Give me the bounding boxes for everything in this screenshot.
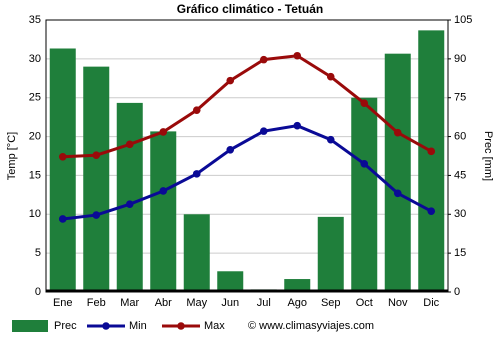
legend-swatch <box>102 322 110 330</box>
marker <box>259 55 268 64</box>
y-tick-label: 15 <box>29 169 41 181</box>
marker <box>326 135 335 144</box>
y2-tick-label: 30 <box>454 208 466 220</box>
marker <box>360 99 369 107</box>
legend-swatch <box>177 322 185 330</box>
marker <box>393 128 402 137</box>
legend-label: Max <box>204 320 225 332</box>
y-tick-label: 0 <box>35 286 41 298</box>
y2-tick-label: 60 <box>454 130 466 142</box>
marker <box>259 127 268 135</box>
x-tick-label: Ago <box>287 297 307 309</box>
y2-axis-label: Prec [mm] <box>482 131 494 181</box>
bar <box>317 216 344 292</box>
line <box>62 124 432 221</box>
bar <box>150 131 177 292</box>
bar <box>116 102 143 293</box>
y-tick-label: 30 <box>29 53 41 65</box>
marker <box>293 51 302 60</box>
y-tick-label: 5 <box>35 247 41 259</box>
marker <box>92 151 101 160</box>
x-tick-label: May <box>186 297 207 309</box>
marker <box>159 187 168 195</box>
marker <box>125 140 134 149</box>
legend-swatch <box>12 320 48 332</box>
marker <box>192 106 201 114</box>
y2-tick-label: 15 <box>454 247 466 259</box>
bar <box>83 66 110 292</box>
x-tick-label: Abr <box>155 297 172 309</box>
y-tick-label: 20 <box>29 130 41 142</box>
marker <box>226 145 235 154</box>
marker <box>192 170 201 178</box>
y-tick-label: 35 <box>29 14 41 26</box>
bar <box>49 48 76 292</box>
bar <box>217 271 244 292</box>
x-tick-label: Dic <box>423 297 439 309</box>
marker <box>92 211 101 219</box>
y2-tick-label: 90 <box>454 53 466 65</box>
marker <box>159 128 168 136</box>
x-tick-label: Jun <box>221 297 239 309</box>
x-tick-label: Oct <box>356 297 373 309</box>
marker <box>393 189 402 198</box>
x-tick-label: Sep <box>321 297 341 309</box>
marker <box>58 152 67 161</box>
y-tick-label: 10 <box>29 208 41 220</box>
bar <box>384 53 411 292</box>
source: © www.climasyviajes.com <box>248 320 374 332</box>
y-axis-label: Temp [°C] <box>6 132 18 180</box>
marker <box>326 72 335 81</box>
x-tick-label: Ene <box>53 297 73 309</box>
x-tick-label: Mar <box>120 297 139 309</box>
marker <box>125 200 134 208</box>
line <box>62 54 432 159</box>
marker <box>427 147 436 156</box>
y2-tick-label: 45 <box>454 169 466 181</box>
y2-tick-label: 75 <box>454 92 466 104</box>
bar <box>284 279 311 292</box>
x-tick-label: Jul <box>257 297 271 309</box>
legend-label: Min <box>129 320 147 332</box>
bar <box>183 214 210 292</box>
marker <box>226 76 235 85</box>
y2-tick-label: 0 <box>454 286 460 298</box>
x-tick-label: Feb <box>87 297 106 309</box>
marker <box>360 159 369 168</box>
marker <box>427 207 436 215</box>
bar <box>351 97 378 292</box>
chart-title: Gráfico climático - Tetuán <box>177 2 323 16</box>
legend-label: Prec <box>54 320 77 332</box>
bar <box>418 30 445 292</box>
y2-tick-label: 105 <box>454 14 472 26</box>
marker <box>58 215 67 223</box>
x-tick-label: Nov <box>388 297 408 309</box>
y-tick-label: 25 <box>29 92 41 104</box>
marker <box>293 121 302 130</box>
